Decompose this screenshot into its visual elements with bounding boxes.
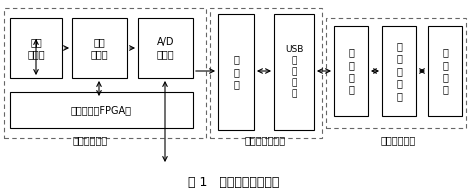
Text: 数据采集部分: 数据采集部分 (73, 135, 108, 145)
Bar (138, 18, 193, 78)
Bar (326, 18, 466, 128)
Bar (4, 8, 206, 138)
Text: USB
接
口
芯
片: USB 接 口 芯 片 (285, 45, 303, 99)
Bar (428, 26, 462, 116)
Bar (274, 14, 314, 130)
Bar (334, 26, 368, 116)
Text: 动
态
链
接
库: 动 态 链 接 库 (396, 41, 402, 101)
Bar (72, 18, 127, 78)
Text: 信号
预处理: 信号 预处理 (27, 37, 45, 59)
Text: 控制电路（FPGA）: 控制电路（FPGA） (71, 105, 132, 115)
Bar (382, 26, 416, 116)
Bar (10, 92, 193, 128)
Text: 软
件
界
面: 软 件 界 面 (442, 47, 448, 95)
Text: 图 1   系统整体结构框图: 图 1 系统整体结构框图 (188, 176, 280, 189)
Bar (218, 14, 254, 130)
Bar (10, 18, 62, 78)
Text: 采样
保持器: 采样 保持器 (91, 37, 108, 59)
Bar (210, 8, 322, 138)
Text: A/D
转换器: A/D 转换器 (157, 37, 174, 59)
Text: 应用软件部分: 应用软件部分 (380, 135, 416, 145)
Text: 计算机接口部分: 计算机接口部分 (244, 135, 285, 145)
Text: 驱
动
程
序: 驱 动 程 序 (348, 47, 354, 95)
Text: 单
片
机: 单 片 机 (233, 55, 239, 89)
